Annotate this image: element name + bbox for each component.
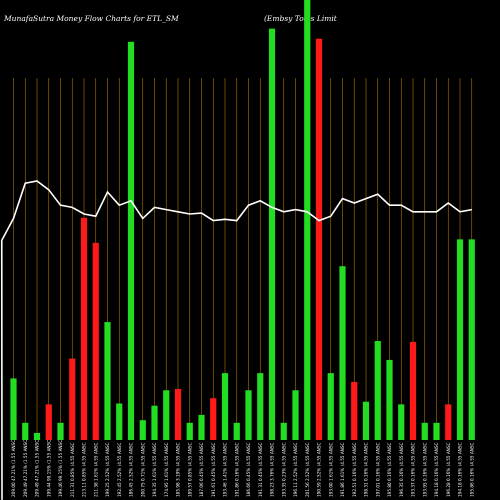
bar (409, 341, 417, 440)
bar (69, 358, 76, 440)
bar (104, 322, 111, 440)
x-tick-label: 187.06 0.45% (4.55 ANSC (199, 442, 204, 497)
x-tick-label: 185.98 3.19% (4.55 ANSC (176, 442, 181, 497)
x-tick-label: 193.37 0.16% (4.55 ANSC (411, 442, 416, 497)
x-tick-label: 211.38 1.61% (4.55 ANSC (93, 442, 98, 497)
bar (57, 422, 64, 440)
x-tick-label: 189.57 0.85% (4.55 ANSC (187, 442, 192, 497)
x-tick-label: 199.46 99.15% (1.55 ANSC (58, 440, 63, 497)
bar (186, 422, 193, 440)
x-tick-label: 209.00 47.21% (1.55 ANSC (11, 440, 16, 497)
x-tick-label: 195.80 0.16% (4.55 ANSC (387, 442, 392, 497)
x-tick-label: 196.28 0.16% (4.55 ANSC (446, 442, 451, 497)
bar-series (10, 0, 475, 441)
x-tick-label: 193.95 0.16% (4.55 ANSC (422, 442, 427, 497)
bar (198, 414, 205, 440)
x-tick-label: 200.75 0.71% (4.55 ANSC (140, 442, 145, 497)
bar (245, 390, 252, 440)
bar (327, 373, 334, 440)
bar (304, 0, 311, 440)
x-tick-label: 174.95 1.61% (4.55 ANSC (164, 442, 169, 497)
bar (221, 373, 229, 440)
bar (80, 217, 88, 440)
x-tick-label: 191.86 0.16% (4.55 ANSC (234, 442, 239, 497)
bar (151, 405, 158, 440)
bar (433, 422, 440, 440)
bar (163, 390, 170, 440)
x-tick-label: 194.35 1.61% (4.55 ANSC (152, 442, 157, 497)
x-tick-label: 209.49 47.21% (1.55 ANSC (35, 440, 40, 497)
bar (116, 403, 123, 440)
bar (421, 422, 428, 440)
bar (92, 242, 99, 440)
bar (127, 41, 135, 441)
x-tick-label: 209.49 47.21% (1.55 ANSC (23, 440, 28, 497)
bar (456, 239, 464, 440)
bar (292, 390, 299, 440)
x-tick-label: 199.44 99.15% (1.55 ANSC (46, 440, 51, 497)
bar (351, 381, 358, 440)
bar (257, 373, 264, 440)
x-tick-label: 192.51 0.16% (4.55 ANSC (352, 442, 357, 497)
x-tick-labels: 209.00 47.21% (1.55 ANSC 209.49 47.21% (1… (11, 440, 474, 497)
x-tick-label: 196.35 0.16% (4.55 ANSC (399, 442, 404, 497)
x-tick-label: 191.61 0.45% (4.55 ANSC (211, 442, 216, 497)
bar (386, 359, 393, 440)
bar (268, 28, 276, 440)
price-line-series (0, 180, 472, 500)
x-tick-label: 211.31 0.85% (4.55 ANSC (70, 442, 75, 497)
x-tick-label: 196.11 2.52% (4.55 ANSC (293, 442, 298, 497)
bar (445, 404, 452, 440)
bar (174, 388, 182, 440)
bar (315, 38, 323, 440)
bar (362, 401, 370, 440)
x-tick-label: 190.59 2.52% (4.55 ANSC (317, 442, 322, 497)
bar (280, 422, 287, 440)
chart-title: MunafaSutra Money Flow Charts for ETL_SM (3, 14, 179, 23)
bar (210, 398, 217, 440)
bar (33, 432, 41, 440)
x-tick-label: 191.86 1.61% (4.55 ANSC (340, 442, 345, 497)
x-tick-label: 186.45 2.52% (4.55 ANSC (129, 442, 134, 497)
bar (10, 378, 17, 440)
x-tick-label: 213.11 0.85% (4.55 ANSC (82, 442, 87, 497)
x-tick-label: 192.45 2.52% (4.55 ANSC (117, 442, 122, 497)
x-tick-label: 201.56 2.52% (4.55 ANSC (305, 442, 310, 497)
x-tick-label: 194.18 0.16% (4.55 ANSC (434, 442, 439, 497)
bar (45, 404, 52, 440)
x-tick-label: 199.25 2.52% (4.55 ANSC (105, 442, 110, 497)
x-tick-label: 198.31 0.16% (4.55 ANSC (364, 442, 369, 497)
bar (233, 422, 240, 440)
x-tick-label: 193.00 1.61% (4.55 ANSC (328, 442, 333, 497)
x-tick-label: 197.01 0.16% (4.55 ANSC (375, 442, 380, 497)
chart-subtitle: (Embsy Tools Limit (264, 14, 338, 23)
x-tick-label: 191.31 0.45% (4.55 ANSC (258, 442, 263, 497)
x-tick-label: 195.86 0.16% (4.55 ANSC (469, 442, 474, 497)
x-tick-label: 186.66 0.45% (4.55 ANSC (246, 442, 251, 497)
x-tick-label: 194.18 0.16% (4.55 ANSC (458, 442, 463, 497)
x-tick-label: 198.23 3.76% (4.55 ANSC (270, 442, 275, 497)
bar (374, 341, 381, 440)
bar (339, 266, 346, 440)
bar (468, 239, 475, 440)
money-flow-line (0, 180, 472, 500)
bar (398, 404, 405, 440)
x-tick-label: 193.46 1.41% (4.55 ANSC (223, 442, 228, 497)
bar (139, 420, 146, 440)
bar (22, 422, 29, 440)
x-tick-label: 193.35 0.23% (4.55 ANSC (281, 442, 286, 497)
